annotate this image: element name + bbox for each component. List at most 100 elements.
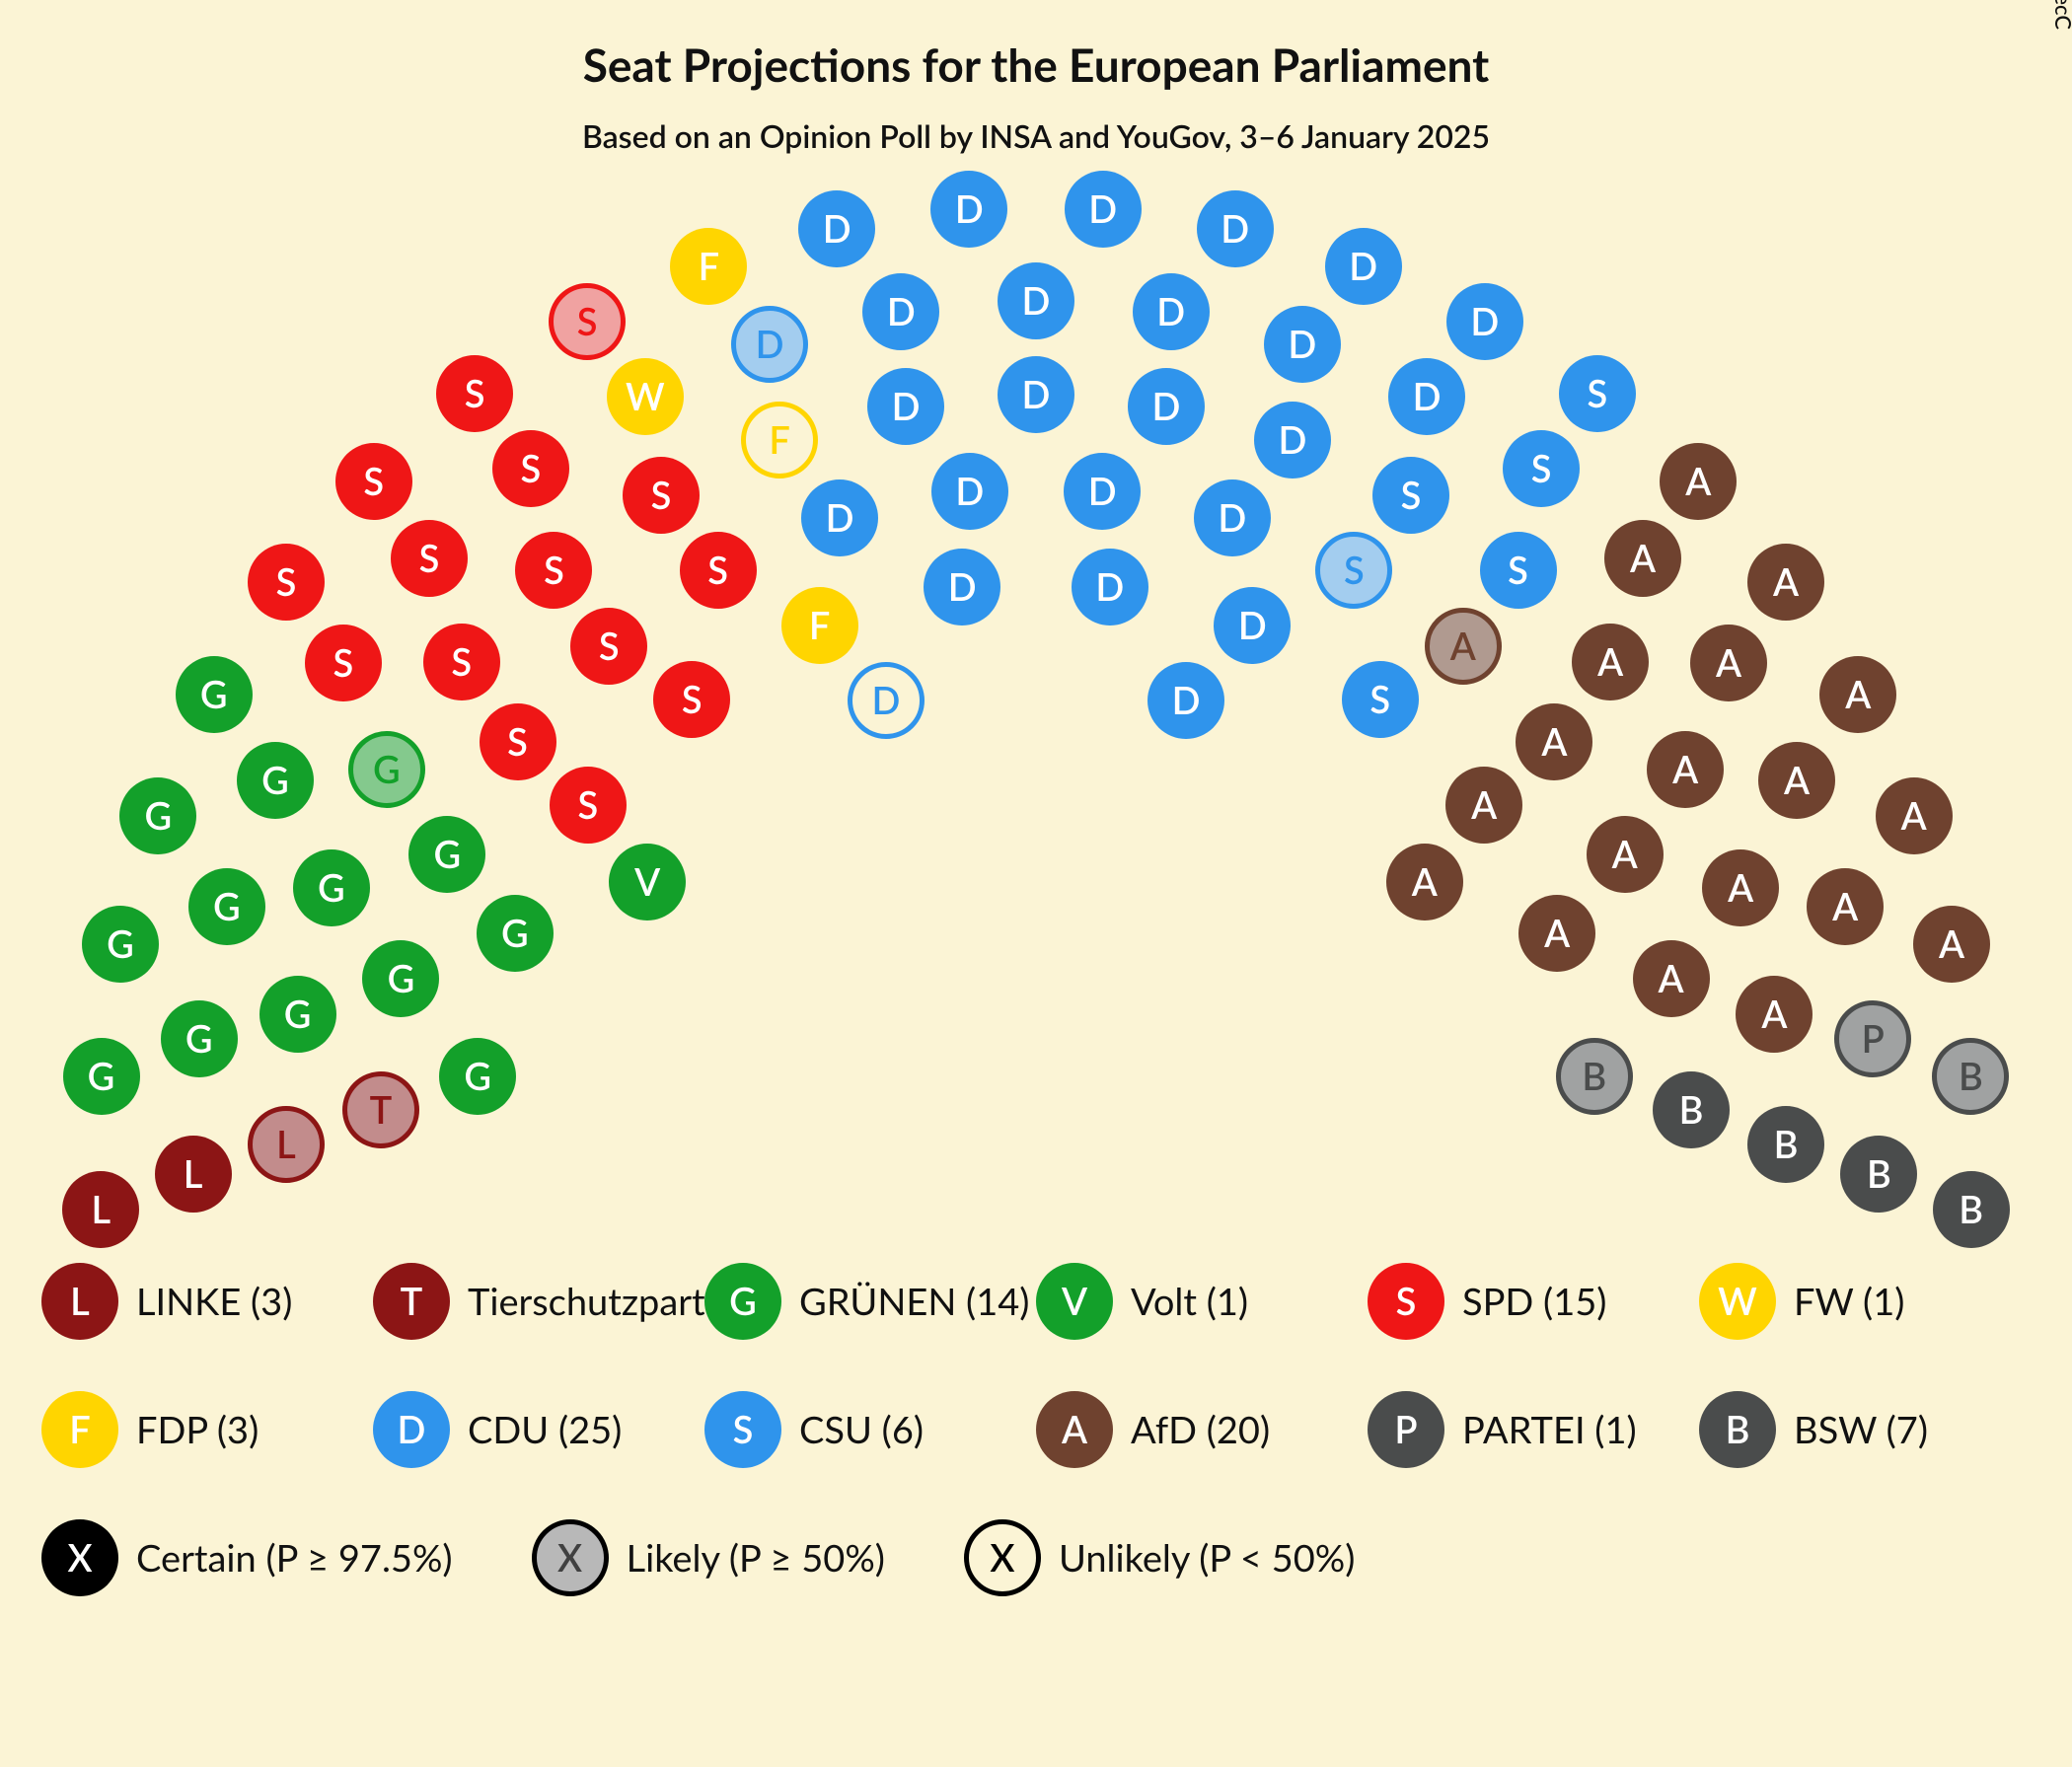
seat-cdu: D: [1388, 358, 1465, 435]
legend-dot-icon: P: [1368, 1391, 1444, 1468]
seat-spd: S: [423, 624, 500, 700]
legend-label: LINKE (3): [136, 1279, 292, 1324]
seat-volt: V: [609, 844, 686, 920]
chart-stage: Seat Projections for the European Parlia…: [0, 0, 2072, 1767]
legend-dot-icon: V: [1036, 1263, 1113, 1340]
legend-item-fdp: FFDP (3): [41, 1391, 373, 1468]
legend-dot-icon: G: [704, 1263, 781, 1340]
prob-legend-item-unlikely: XUnlikely (P < 50%): [964, 1519, 1355, 1596]
seat-cdu: D: [1446, 283, 1523, 360]
seat-gruenen: G: [188, 868, 265, 945]
seat-gruenen: G: [477, 895, 554, 972]
prob-dot-icon: X: [41, 1519, 118, 1596]
seat-linke: L: [62, 1171, 139, 1248]
seat-afd: A: [1425, 608, 1502, 685]
seat-afd: A: [1747, 544, 1824, 621]
legend-dot-icon: A: [1036, 1391, 1113, 1468]
seat-afd: A: [1518, 895, 1595, 972]
seat-csu: S: [1372, 457, 1449, 534]
seat-afd: A: [1516, 703, 1592, 780]
seat-spd: S: [550, 767, 627, 844]
seat-bsw: B: [1933, 1171, 2010, 1248]
seat-afd: A: [1647, 731, 1724, 808]
legend-label: CSU (6): [799, 1407, 924, 1452]
seat-afd: A: [1758, 742, 1835, 819]
seat-linke: L: [155, 1136, 232, 1213]
seat-cdu: D: [1264, 306, 1341, 383]
seat-cdu: D: [1194, 479, 1271, 556]
seat-afd: A: [1386, 844, 1463, 920]
legend-label: GRÜNEN (14): [799, 1279, 1029, 1324]
seat-bsw: B: [1747, 1106, 1824, 1183]
seat-afd: A: [1876, 777, 1953, 854]
seat-gruenen: G: [362, 940, 439, 1017]
legend-item-fw: WFW (1): [1699, 1263, 2031, 1340]
seat-cdu: D: [931, 453, 1008, 530]
seat-spd: S: [248, 544, 325, 621]
seat-csu: S: [1559, 355, 1636, 432]
seat-afd: A: [1587, 816, 1664, 893]
prob-label: Certain (P ≥ 97.5%): [136, 1535, 453, 1581]
chart-title: Seat Projections for the European Parlia…: [0, 37, 2072, 92]
seat-afd: A: [1702, 849, 1779, 926]
legend-dot-icon: D: [373, 1391, 450, 1468]
seat-gruenen: G: [63, 1038, 140, 1115]
seat-afd: A: [1604, 520, 1681, 597]
seat-afd: A: [1690, 625, 1767, 701]
seat-afd: A: [1913, 906, 1990, 983]
seat-cdu: D: [1072, 549, 1148, 626]
seat-gruenen: G: [259, 976, 336, 1053]
seat-cdu: D: [1147, 662, 1224, 739]
legend-item-csu: SCSU (6): [704, 1391, 1036, 1468]
seat-fdp: F: [781, 587, 858, 664]
seat-bsw: B: [1653, 1071, 1730, 1148]
seat-cdu: D: [848, 662, 925, 739]
seat-cdu: D: [1214, 587, 1291, 664]
legend-label: AfD (20): [1131, 1407, 1270, 1452]
seat-spd: S: [335, 443, 412, 520]
seat-spd: S: [549, 283, 626, 360]
legend-item-tier: T Tierschutzpartei (1): [373, 1263, 704, 1340]
legend-label: Volt (1): [1131, 1279, 1248, 1324]
seat-tier: T: [342, 1071, 419, 1148]
prob-legend-item-likely: XLikely (P ≥ 50%): [532, 1519, 885, 1596]
seat-spd: S: [623, 457, 700, 534]
seat-spd: S: [570, 608, 647, 685]
seat-spd: S: [391, 520, 468, 597]
legend-dot-icon: L: [41, 1263, 118, 1340]
seat-spd: S: [680, 532, 757, 609]
prob-label: Unlikely (P < 50%): [1059, 1535, 1355, 1581]
seat-fdp: F: [670, 228, 747, 305]
seat-afd: A: [1819, 656, 1896, 733]
legend-item-partei: PPARTEI (1): [1368, 1391, 1699, 1468]
seat-cdu: D: [1064, 453, 1141, 530]
seat-cdu: D: [1128, 368, 1205, 445]
seat-spd: S: [305, 625, 382, 701]
seat-bsw: B: [1556, 1038, 1633, 1115]
seat-gruenen: G: [439, 1038, 516, 1115]
seat-spd: S: [480, 703, 556, 780]
legend-dot-icon: B: [1699, 1391, 1776, 1468]
legend-item-gruenen: G GRÜNEN (14): [704, 1263, 1036, 1340]
seat-bsw: B: [1840, 1136, 1917, 1213]
seat-gruenen: G: [82, 906, 159, 983]
seat-gruenen: G: [161, 1000, 238, 1077]
seat-gruenen: G: [237, 742, 314, 819]
seat-fdp: F: [741, 402, 818, 479]
chart-credit: © 2025 Filip van Laenen, chart produced …: [2050, 0, 2072, 30]
seat-csu: S: [1503, 430, 1580, 507]
legend-dot-icon: T: [373, 1263, 450, 1340]
prob-dot-icon: X: [532, 1519, 609, 1596]
seat-cdu: D: [1325, 228, 1402, 305]
seat-linke: L: [248, 1106, 325, 1183]
seat-afd: A: [1807, 868, 1884, 945]
legend-dot-icon: F: [41, 1391, 118, 1468]
seat-cdu: D: [924, 549, 1000, 626]
seat-cdu: D: [1254, 402, 1331, 479]
probability-legend: XCertain (P ≥ 97.5%)XLikely (P ≥ 50%)XUn…: [41, 1519, 1355, 1596]
seat-spd: S: [436, 355, 513, 432]
seat-cdu: D: [998, 262, 1074, 339]
legend-label: Tierschutzpartei (1): [468, 1279, 704, 1324]
legend-label: CDU (25): [468, 1407, 622, 1452]
seat-gruenen: G: [176, 656, 253, 733]
